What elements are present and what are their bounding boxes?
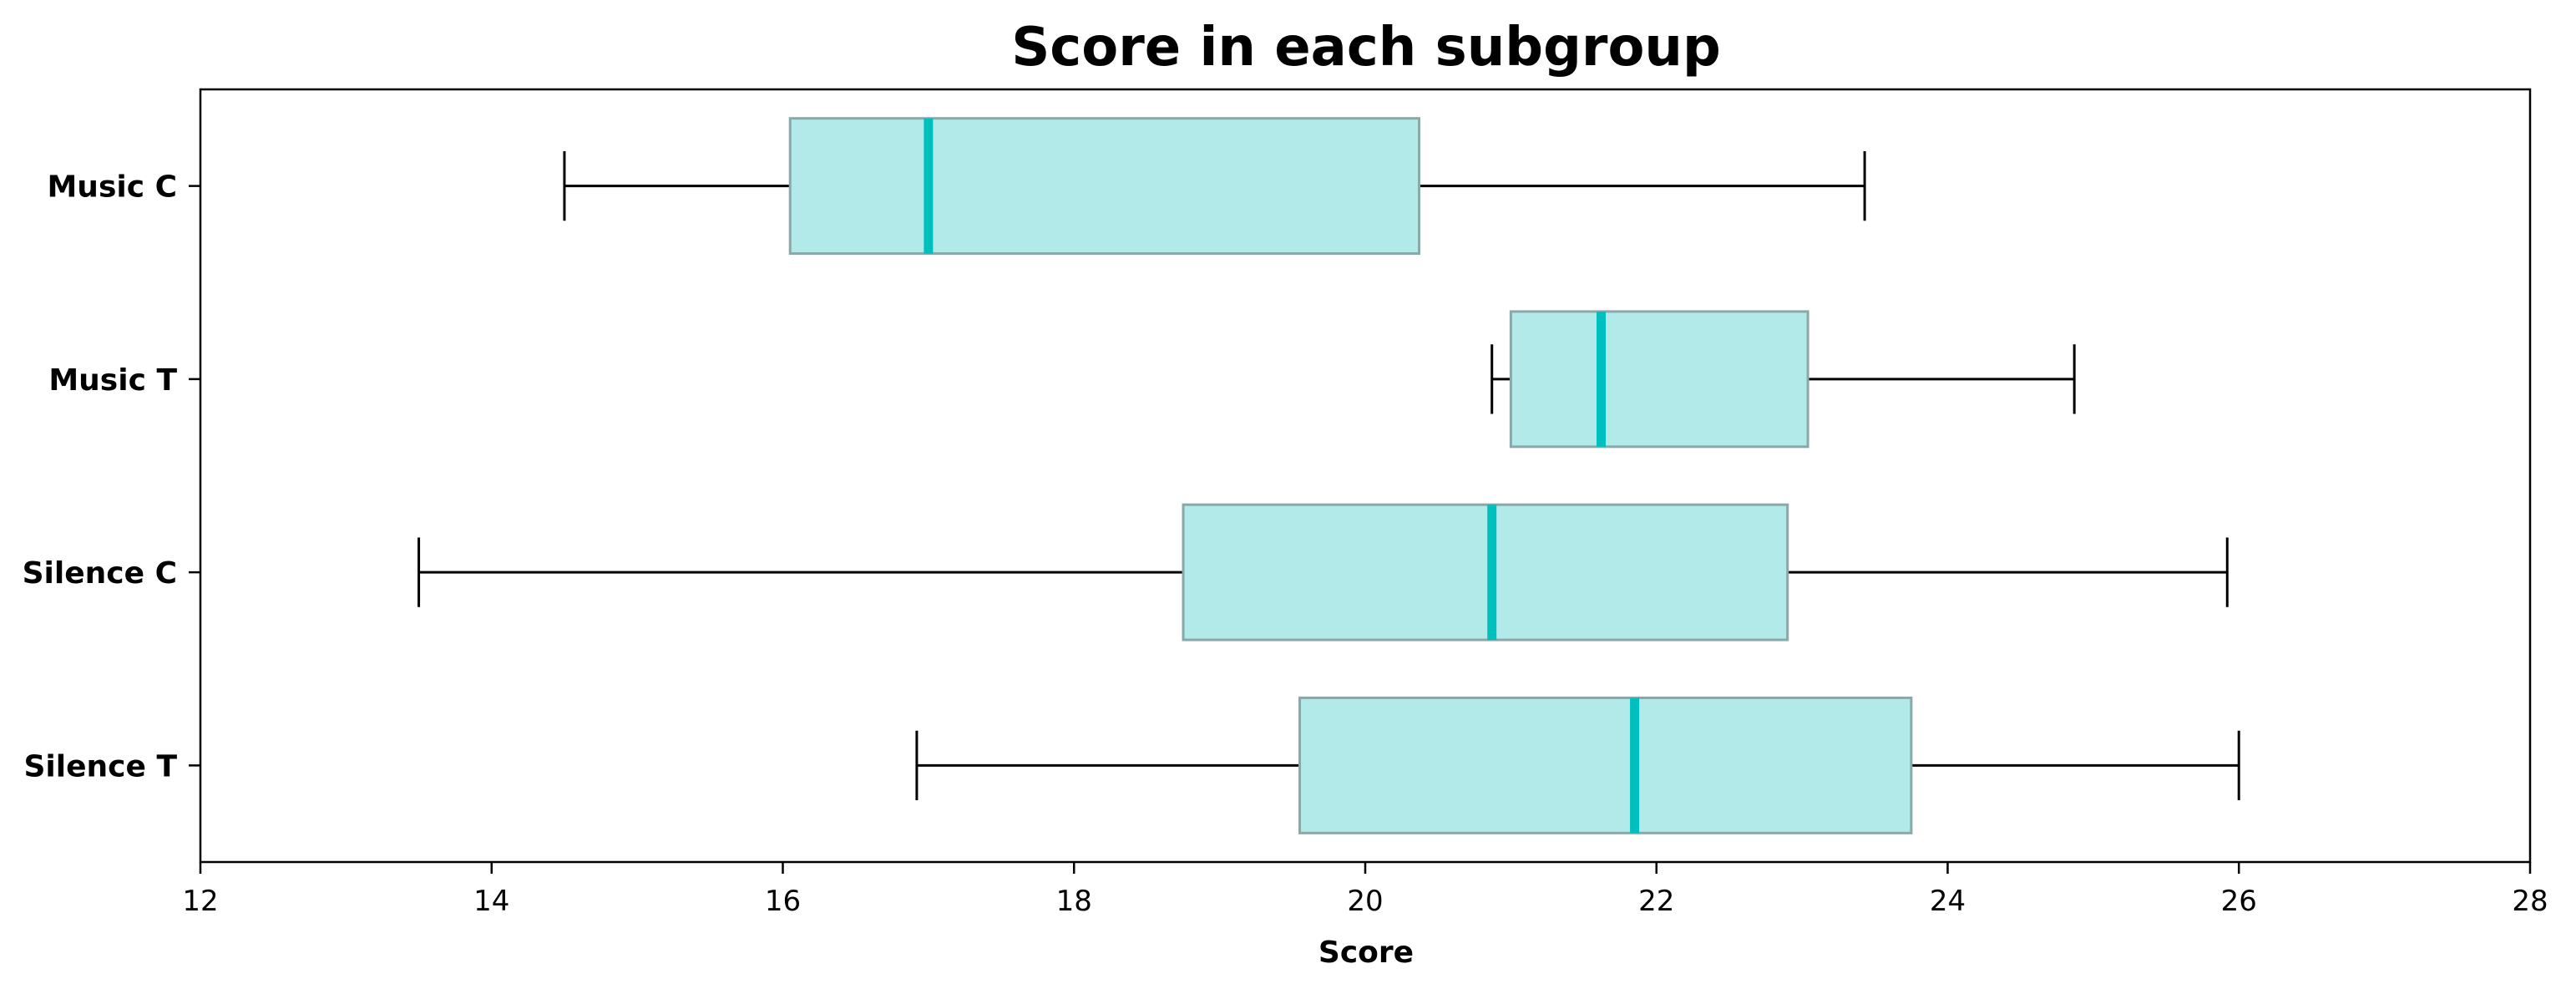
box-group [1490,310,2076,449]
box-iqr [788,117,1421,256]
x-tick-label: 26 [2221,885,2257,918]
x-tick-label: 28 [2512,885,2548,918]
box-group [915,696,2240,834]
x-tick-label: 22 [1638,885,1674,918]
plot-area [418,117,2240,834]
y-tick-label: Music C [47,170,177,205]
x-tick-label: 20 [1347,885,1383,918]
box-iqr [1298,696,1913,834]
x-axis-label: Score [1318,936,1414,970]
x-tick-label: 14 [473,885,509,918]
chart-title: Score in each subgroup [1011,17,1721,79]
x-tick-label: 18 [1056,885,1092,918]
y-tick-label: Silence C [23,556,177,591]
y-axis: Music C Music T Silence C Silence T [23,170,200,784]
box-group [563,117,1866,256]
x-tick-label: 24 [1930,885,1966,918]
x-tick-label: 16 [765,885,801,918]
box-iqr [1182,503,1789,642]
x-axis: 12 14 16 18 20 22 24 26 28 [182,862,2548,918]
box-group [418,503,2229,642]
box-iqr [1509,310,1809,449]
y-tick-label: Silence T [24,749,178,784]
x-tick-label: 12 [182,885,218,918]
y-tick-label: Music T [48,363,177,398]
